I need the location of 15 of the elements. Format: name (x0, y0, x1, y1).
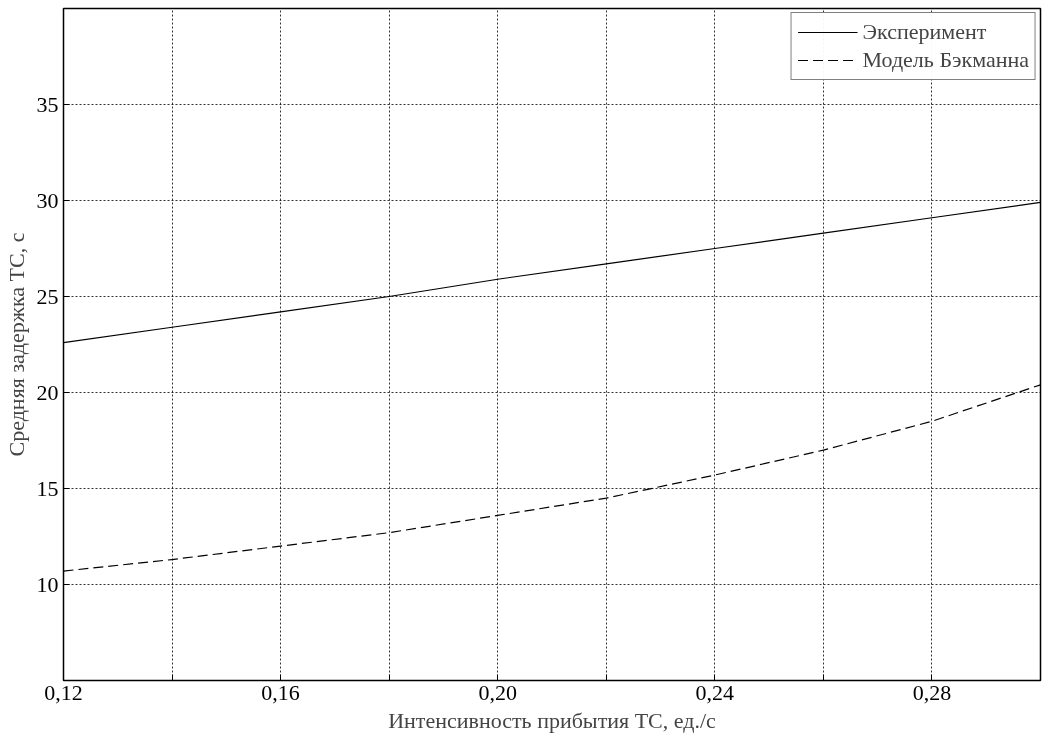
x-axis-title: Интенсивность прибытия ТС, ед./с (388, 707, 717, 733)
x-tick-label: 0,16 (261, 679, 300, 705)
legend-label: Модель Бэкманна (862, 47, 1029, 73)
y-tick-label: 15 (36, 475, 59, 501)
x-tick-label: 0,28 (912, 679, 952, 705)
legend-label: Эксперимент (862, 19, 987, 45)
x-tick-label: 0,24 (695, 679, 735, 705)
y-tick-label: 25 (36, 283, 59, 309)
y-tick-label: 35 (36, 91, 59, 117)
y-tick-label: 10 (36, 571, 59, 597)
y-axis-title: Средняя задержка ТС, с (3, 232, 29, 457)
y-tick-label: 20 (36, 379, 59, 405)
x-tick-label: 0,20 (478, 679, 517, 705)
y-tick-label: 30 (36, 187, 59, 213)
x-tick-label: 0,12 (44, 679, 83, 705)
